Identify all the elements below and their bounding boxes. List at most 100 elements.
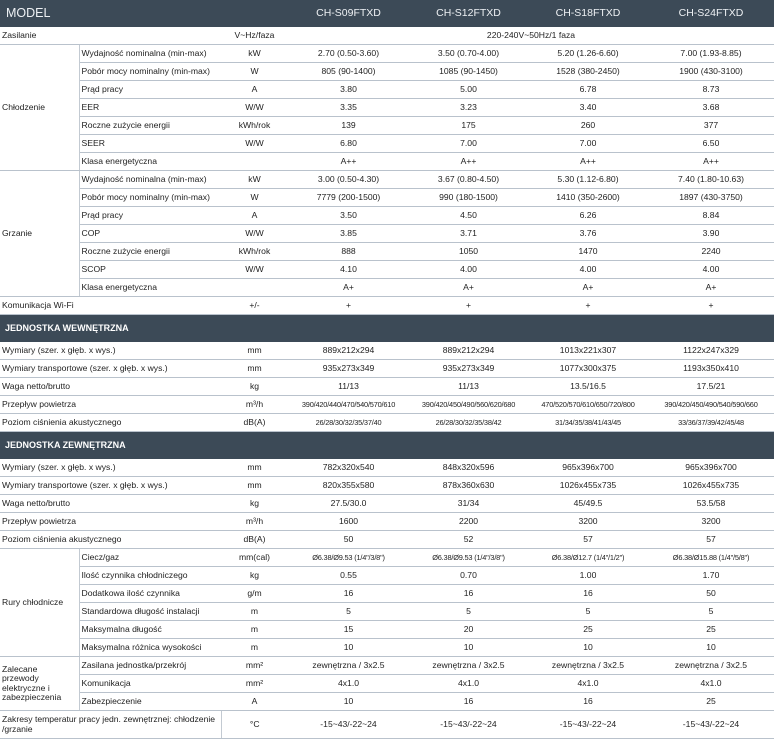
row-value: 26/28/30/32/35/37/40	[288, 413, 409, 432]
row-value: 45/49.5	[528, 494, 648, 513]
row-value: 52	[409, 530, 528, 549]
row-value: 3.40	[528, 98, 648, 117]
row-value: 1900 (430-3100)	[648, 62, 774, 81]
row-value: 33/36/37/39/42/45/48	[648, 413, 774, 432]
row-value: 889x212x294	[288, 342, 409, 360]
spec-row: Wymiary (szer. x głęb. x wys.) mm 889x212x…	[0, 342, 774, 360]
row-unit: m	[221, 638, 288, 657]
row-value: 31/34	[409, 494, 528, 513]
row-value: 4.00	[409, 260, 528, 279]
row-value: A+	[409, 278, 528, 297]
row-value: 1026x455x735	[648, 476, 774, 495]
row-value: 7.00	[528, 134, 648, 153]
row-value: 10	[288, 638, 409, 657]
row-value: 4.50	[409, 206, 528, 225]
row-value: +	[409, 296, 528, 315]
row-unit: kW	[221, 170, 288, 189]
row-value: 5.00	[409, 80, 528, 99]
row-label: Waga netto/brutto	[0, 377, 221, 396]
row-value: 1013x221x307	[528, 342, 648, 360]
row-unit: kWh/rok	[221, 116, 288, 135]
row-value: 6.80	[288, 134, 409, 153]
header-row: MODEL CH-S09FTXD CH-S12FTXD CH-S18FTXD C…	[0, 0, 774, 27]
row-value: 5	[528, 602, 648, 621]
spec-row: Zakresy temperatur pracy jedn. zewnętrzn…	[0, 710, 774, 739]
row-value: 888	[288, 242, 409, 261]
row-label: Przepływ powietrza	[0, 512, 221, 531]
row-label: Poziom ciśnienia akustycznego	[0, 413, 221, 432]
row-value: zewnętrzna / 3x2.5	[288, 656, 409, 675]
row-value: 50	[648, 584, 774, 603]
row-value: 11/13	[288, 377, 409, 396]
row-unit: mm	[221, 359, 288, 378]
row-value: Ø6.38/Ø15.88 (1/4"/5/8")	[648, 548, 774, 567]
row-value: 1600	[288, 512, 409, 531]
row-value: 3.00 (0.50-4.30)	[288, 170, 409, 189]
row-value: 2.70 (0.50-3.60)	[288, 44, 409, 63]
row-value: 16	[409, 692, 528, 711]
spec-row: Grzanie Wydajność nominalna (min-max) kW 3.…	[0, 170, 774, 297]
row-label: Prąd pracy	[79, 206, 221, 225]
model-name: CH-S24FTXD	[648, 0, 774, 27]
row-label: Roczne zużycie energii	[79, 116, 221, 135]
row-label: SEER	[79, 134, 221, 153]
row-value: 10	[528, 638, 648, 657]
row-value: 935x273x349	[409, 359, 528, 378]
row-value: 15	[288, 620, 409, 639]
row-value: 7779 (200-1500)	[288, 188, 409, 207]
group-label: Chłodzenie	[0, 44, 80, 171]
row-value: 878x360x630	[409, 476, 528, 495]
row-unit: m³/h	[221, 395, 288, 414]
spec-row: Przepływ powietrza m³/h 390/420/440/470/54…	[0, 395, 774, 414]
row-value: 0.55	[288, 566, 409, 585]
row-unit: +/-	[221, 296, 288, 315]
section-title: JEDNOSTKA ZEWNĘTRZNA	[0, 431, 774, 459]
spec-row: Wymiary transportowe (szer. x głęb. x wy…	[0, 476, 774, 495]
row-value: 4.00	[648, 260, 774, 279]
row-value: 3200	[648, 512, 774, 531]
row-value: 11/13	[409, 377, 528, 396]
row-label: Zabezpieczenie	[79, 692, 221, 711]
row-value: 260	[528, 116, 648, 135]
row-value: 57	[528, 530, 648, 549]
row-value: 5.20 (1.26-6.60)	[528, 44, 648, 63]
row-value: 1410 (350-2600)	[528, 188, 648, 207]
row-label: Wydajność nominalna (min-max)	[79, 170, 221, 189]
group-label: Rury chłodnicze	[0, 548, 80, 657]
spec-row: Chłodzenie Wydajność nominalna (min-max) k…	[0, 44, 774, 171]
model-name: CH-S12FTXD	[409, 0, 528, 27]
row-value: 8.84	[648, 206, 774, 225]
row-value: 3.23	[409, 98, 528, 117]
row-label: EER	[79, 98, 221, 117]
row-value: 3.80	[288, 80, 409, 99]
row-label: Zakresy temperatur pracy jedn. zewnętrzn…	[0, 710, 222, 739]
row-value: 1193x350x410	[648, 359, 774, 378]
row-value: 889x212x294	[409, 342, 528, 360]
row-label: Przepływ powietrza	[0, 395, 221, 414]
spec-row: Pobór mocy nominalny (min-max) W 7779 (200…	[0, 188, 774, 207]
spec-row: Poziom ciśnienia akustycznego dB(A) 26/28/…	[0, 413, 774, 432]
spec-row: Przepływ powietrza m³/h 1600 2200 3200 3200	[0, 512, 774, 531]
row-value: 4x1.0	[528, 674, 648, 693]
row-unit: mm²	[221, 674, 288, 693]
row-label: Maksymalna długość	[79, 620, 221, 639]
row-value: 139	[288, 116, 409, 135]
spec-row: SEER W/W 6.80 7.00 7.00 6.50	[0, 134, 774, 153]
row-value: 17.5/21	[648, 377, 774, 396]
row-value: 27.5/30.0	[288, 494, 409, 513]
row-value: 20	[409, 620, 528, 639]
row-value: 16	[288, 584, 409, 603]
row-value: 4x1.0	[648, 674, 774, 693]
row-value: 3.71	[409, 224, 528, 243]
row-label: Pobór mocy nominalny (min-max)	[79, 62, 221, 81]
row-unit: m	[221, 602, 288, 621]
row-value: 25	[528, 620, 648, 639]
model-name: CH-S09FTXD	[288, 0, 409, 27]
row-label: Ciecz/gaz	[79, 548, 221, 567]
row-label: Ilość czynnika chłodniczego	[79, 566, 221, 585]
row-value: 8.73	[648, 80, 774, 99]
row-value: 2200	[409, 512, 528, 531]
row-value: 1.70	[648, 566, 774, 585]
row-value: 16	[409, 584, 528, 603]
row-label: Wymiary (szer. x głęb. x wys.)	[0, 459, 221, 477]
